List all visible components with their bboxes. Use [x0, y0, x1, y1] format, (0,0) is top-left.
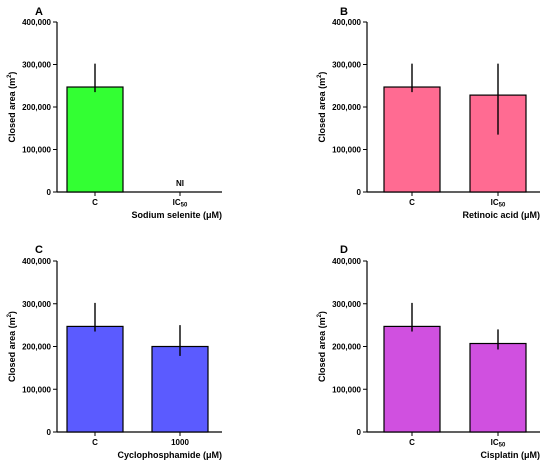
x-tick-label: C	[92, 198, 98, 207]
y-axis-title-text: Closed area (m	[317, 317, 327, 382]
y-tick-label: 100,000	[332, 146, 361, 155]
panel-letter: D	[340, 244, 348, 256]
x-axis-title: Cisplatin (μM)	[480, 450, 540, 460]
y-tick-label: 0	[47, 428, 52, 437]
bar-annotation: NI	[176, 179, 184, 188]
y-tick-label: 100,000	[22, 385, 51, 394]
panel-c: C 0 100,000 200,000 300,000 400,000 Closed are…	[7, 244, 222, 460]
x-tick-label-main: IC	[491, 438, 499, 447]
x-tick-label: IC50	[491, 438, 506, 449]
y-tick-label: 400,000	[22, 257, 51, 266]
x-tick-label: IC50	[491, 198, 506, 209]
x-axis-title: Sodium selenite (μM)	[131, 210, 222, 220]
x-tick-label-main: IC	[173, 198, 181, 207]
bar-c-1	[151, 345, 209, 433]
y-tick-label: 300,000	[22, 300, 51, 309]
y-tick-label: 100,000	[332, 385, 361, 394]
y-tick-label: 400,000	[332, 257, 361, 266]
y-tick-label: 0	[357, 188, 362, 197]
y-axis-title-text: Closed area (m	[7, 317, 17, 382]
bar-d-0	[383, 325, 441, 433]
x-tick-label-subscript: 50	[499, 203, 506, 209]
panel-letter: A	[35, 6, 43, 18]
panel-b: B 0 100,000 200,000 300,000 400,000 Closed are…	[317, 6, 540, 220]
x-axis-title: Retinoic acid (μM)	[462, 210, 540, 220]
bar-b-0	[383, 86, 441, 193]
y-axis-title: Closed area (m2)	[7, 72, 17, 143]
panel-d: D 0 100,000 200,000 300,000 400,000 Closed are…	[317, 244, 540, 460]
y-axis-title-text-end: )	[317, 311, 327, 314]
y-tick-label: 0	[357, 428, 362, 437]
panel-letter: B	[340, 6, 348, 18]
x-tick-label: 1000	[171, 438, 189, 447]
x-tick-label: IC50	[173, 198, 188, 209]
bar-c-0	[66, 325, 124, 433]
y-tick-label: 300,000	[22, 61, 51, 70]
bar-a-0	[66, 86, 124, 193]
y-tick-label: 300,000	[332, 61, 361, 70]
y-tick-label: 400,000	[22, 18, 51, 27]
y-axis-title-text: Closed area (m	[7, 78, 17, 143]
y-tick-label: 0	[47, 188, 52, 197]
bar-d-1	[469, 342, 527, 433]
x-tick-label-subscript: 50	[181, 203, 188, 209]
y-axis-title-text-end: )	[317, 72, 327, 75]
y-tick-label: 300,000	[332, 300, 361, 309]
panel-letter: C	[35, 244, 43, 256]
y-tick-label: 200,000	[22, 343, 51, 352]
y-axis-title-superscript: 2	[317, 74, 323, 78]
y-axis-title-text-end: )	[7, 72, 17, 75]
y-tick-label: 200,000	[332, 103, 361, 112]
y-tick-label: 200,000	[22, 103, 51, 112]
y-axis-title-superscript: 2	[317, 313, 323, 317]
y-axis-title-text-end: )	[7, 311, 17, 314]
y-axis-title-superscript: 2	[7, 74, 13, 78]
x-tick-label: C	[409, 438, 415, 447]
x-tick-label: C	[409, 198, 415, 207]
panel-a: A 0 100,000 200,000 300,000 400,000 Closed are…	[7, 6, 222, 220]
x-axis-title: Cyclophosphamide (μM)	[117, 450, 222, 460]
x-tick-label-subscript: 50	[499, 443, 506, 449]
x-tick-label: C	[92, 438, 98, 447]
y-tick-label: 400,000	[332, 18, 361, 27]
y-axis-title-text: Closed area (m	[317, 78, 327, 143]
y-tick-label: 200,000	[332, 343, 361, 352]
y-axis-title: Closed area (m2)	[7, 311, 17, 382]
y-axis-title-superscript: 2	[7, 313, 13, 317]
y-axis-title: Closed area (m2)	[317, 72, 327, 143]
y-axis-title: Closed area (m2)	[317, 311, 327, 382]
x-tick-label-main: IC	[491, 198, 499, 207]
y-tick-label: 100,000	[22, 146, 51, 155]
